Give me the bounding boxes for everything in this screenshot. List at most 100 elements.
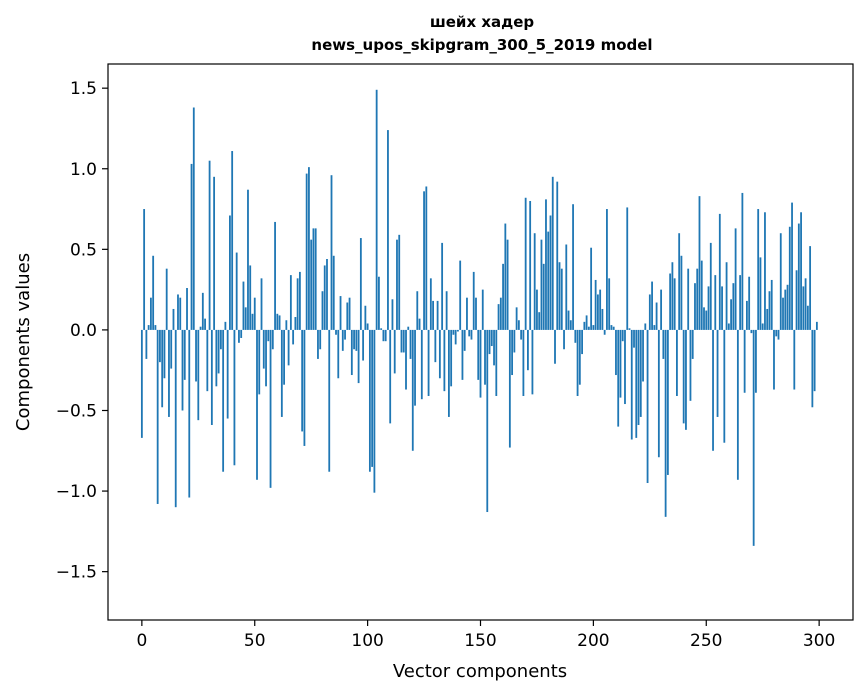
bar [181,329,184,411]
bar [195,329,197,382]
bar [335,329,337,335]
bar [651,281,653,330]
bar [782,297,784,330]
bar [432,300,434,330]
bar [459,260,462,330]
bar [174,329,177,508]
bar [387,130,389,330]
bar [633,329,635,348]
bar [639,329,642,417]
bar [585,315,588,330]
bar [380,328,383,330]
bar [603,329,606,335]
bar [723,329,726,443]
bar [750,329,753,334]
bar [592,325,595,330]
bar [438,329,441,379]
bar [481,289,484,330]
bar [303,329,306,446]
bar [576,329,579,396]
x-tick-label: 0 [136,631,147,651]
bar [730,299,732,330]
bar [436,300,439,330]
bar [450,329,453,387]
bar [666,329,669,475]
bar [784,289,787,330]
bar [689,329,692,401]
bar [249,265,252,330]
bar [725,262,728,330]
bar [811,329,814,408]
bar [558,262,561,330]
bar [513,329,516,353]
bar [434,329,437,363]
bar [402,329,405,353]
bar [612,326,615,330]
bar [339,296,342,330]
bar [253,297,256,330]
bar [368,329,371,472]
bar [563,329,565,350]
bars-group [140,89,818,546]
bar [775,329,778,337]
bar [274,221,276,330]
bar [685,329,687,430]
bar [617,329,620,427]
bar [646,329,649,484]
bar [806,305,809,330]
bar [745,300,748,330]
bar [283,329,285,385]
bar [540,239,543,330]
x-tick-label: 200 [577,631,609,651]
bar [447,329,450,417]
bar [734,228,737,330]
bar [355,329,358,351]
bar [454,329,457,345]
x-tick-label: 100 [351,631,383,651]
bar [644,323,647,330]
bar [619,329,622,398]
bar [773,329,775,390]
bar [606,209,608,330]
bar [791,202,793,330]
bar [330,175,333,330]
bar [321,291,324,330]
bar [156,329,159,504]
x-tick-label: 150 [464,631,496,651]
bar [396,239,398,330]
bar [788,226,791,330]
bar [569,320,572,330]
bar [405,329,407,390]
bar [179,297,182,330]
bar [170,329,173,369]
bar [226,329,229,419]
bar [375,89,378,330]
bar [210,329,213,425]
bar [694,283,696,330]
bar [362,329,365,361]
bar [256,329,258,480]
bar [802,286,805,330]
bar [398,234,401,330]
bar [400,329,403,353]
bar [425,186,428,330]
bar [319,329,322,350]
bar [452,329,455,335]
bar [493,329,495,366]
bar [337,329,340,379]
bar [416,291,419,330]
bar [628,328,631,330]
bar [265,329,267,387]
bar [635,329,638,438]
bar [418,318,421,330]
bar [578,329,581,385]
bar [280,329,283,417]
bar [657,329,660,458]
bar [301,329,304,432]
bar [407,326,410,330]
bar [294,317,297,330]
bar [215,329,218,387]
bar [463,329,466,351]
bar [357,329,360,384]
bar [709,242,712,330]
